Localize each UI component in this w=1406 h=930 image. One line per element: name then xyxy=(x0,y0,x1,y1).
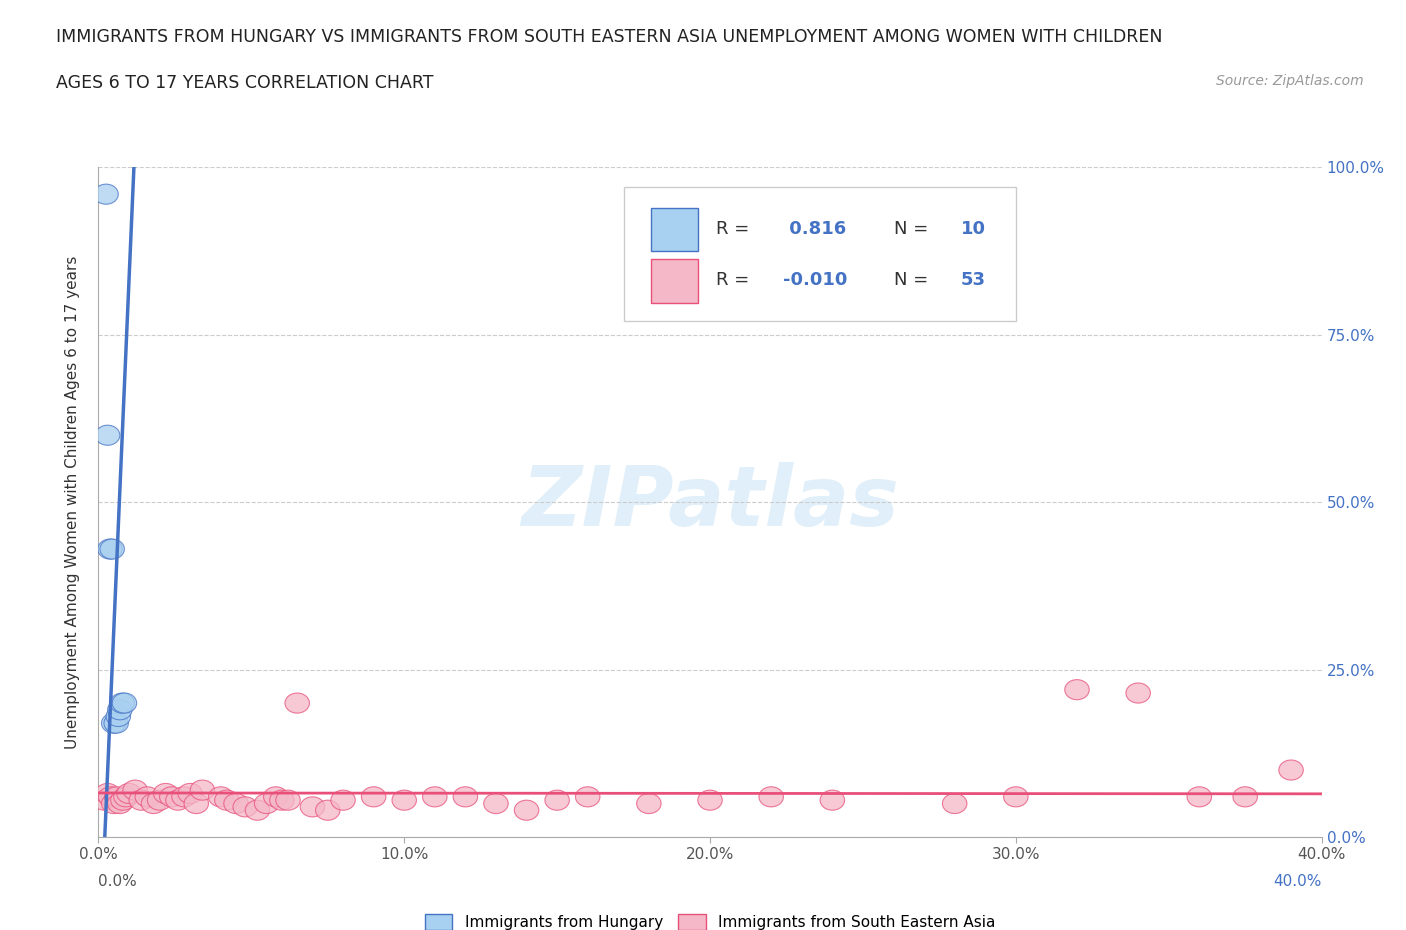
Ellipse shape xyxy=(104,713,128,733)
FancyBboxPatch shape xyxy=(624,188,1015,322)
Ellipse shape xyxy=(114,787,138,807)
Ellipse shape xyxy=(759,787,783,807)
Ellipse shape xyxy=(1064,680,1090,699)
Ellipse shape xyxy=(93,790,117,810)
Ellipse shape xyxy=(1187,787,1212,807)
Ellipse shape xyxy=(172,787,197,807)
Ellipse shape xyxy=(233,797,257,817)
Text: -0.010: -0.010 xyxy=(783,271,848,289)
Ellipse shape xyxy=(575,787,600,807)
Ellipse shape xyxy=(129,790,153,810)
Ellipse shape xyxy=(453,787,478,807)
Ellipse shape xyxy=(270,790,294,810)
Ellipse shape xyxy=(245,800,270,820)
Ellipse shape xyxy=(117,783,141,804)
Ellipse shape xyxy=(263,787,288,807)
Ellipse shape xyxy=(101,793,127,814)
Ellipse shape xyxy=(111,790,135,810)
Ellipse shape xyxy=(100,539,124,559)
Ellipse shape xyxy=(190,780,215,800)
Ellipse shape xyxy=(98,539,122,559)
Ellipse shape xyxy=(96,425,120,445)
Text: AGES 6 TO 17 YEARS CORRELATION CHART: AGES 6 TO 17 YEARS CORRELATION CHART xyxy=(56,74,433,92)
Text: R =: R = xyxy=(716,220,755,238)
Ellipse shape xyxy=(1126,683,1150,703)
Ellipse shape xyxy=(361,787,385,807)
Text: Source: ZipAtlas.com: Source: ZipAtlas.com xyxy=(1216,74,1364,88)
Ellipse shape xyxy=(153,783,179,804)
Ellipse shape xyxy=(1279,760,1303,780)
Text: 0.0%: 0.0% xyxy=(98,874,138,889)
Ellipse shape xyxy=(276,790,301,810)
Ellipse shape xyxy=(1004,787,1028,807)
Ellipse shape xyxy=(110,693,135,713)
Text: 40.0%: 40.0% xyxy=(1274,874,1322,889)
Ellipse shape xyxy=(148,790,172,810)
FancyBboxPatch shape xyxy=(651,259,697,302)
Ellipse shape xyxy=(301,797,325,817)
Y-axis label: Unemployment Among Women with Children Ages 6 to 17 years: Unemployment Among Women with Children A… xyxy=(65,256,80,749)
Text: IMMIGRANTS FROM HUNGARY VS IMMIGRANTS FROM SOUTH EASTERN ASIA UNEMPLOYMENT AMONG: IMMIGRANTS FROM HUNGARY VS IMMIGRANTS FR… xyxy=(56,28,1163,46)
Ellipse shape xyxy=(254,793,278,814)
Ellipse shape xyxy=(112,693,136,713)
Ellipse shape xyxy=(315,800,340,820)
Ellipse shape xyxy=(208,787,233,807)
Text: R =: R = xyxy=(716,271,755,289)
Ellipse shape xyxy=(392,790,416,810)
Ellipse shape xyxy=(637,793,661,814)
Ellipse shape xyxy=(160,787,184,807)
Ellipse shape xyxy=(1233,787,1257,807)
Ellipse shape xyxy=(179,783,202,804)
Ellipse shape xyxy=(96,783,120,804)
Ellipse shape xyxy=(484,793,508,814)
Ellipse shape xyxy=(166,790,190,810)
Ellipse shape xyxy=(184,793,208,814)
Text: 0.816: 0.816 xyxy=(783,220,846,238)
Ellipse shape xyxy=(285,693,309,713)
FancyBboxPatch shape xyxy=(651,207,697,251)
Ellipse shape xyxy=(105,707,131,726)
Ellipse shape xyxy=(697,790,723,810)
Ellipse shape xyxy=(423,787,447,807)
Text: 10: 10 xyxy=(960,220,986,238)
Ellipse shape xyxy=(101,713,127,733)
Text: ZIPatlas: ZIPatlas xyxy=(522,461,898,543)
Ellipse shape xyxy=(98,787,122,807)
Ellipse shape xyxy=(108,699,132,720)
Ellipse shape xyxy=(215,790,239,810)
Ellipse shape xyxy=(942,793,967,814)
Ellipse shape xyxy=(224,793,249,814)
Ellipse shape xyxy=(94,184,118,205)
Text: N =: N = xyxy=(894,271,934,289)
Ellipse shape xyxy=(515,800,538,820)
Ellipse shape xyxy=(546,790,569,810)
Ellipse shape xyxy=(141,793,166,814)
Ellipse shape xyxy=(104,787,129,807)
Ellipse shape xyxy=(108,793,132,814)
Legend: Immigrants from Hungary, Immigrants from South Eastern Asia: Immigrants from Hungary, Immigrants from… xyxy=(419,909,1001,930)
Ellipse shape xyxy=(330,790,356,810)
Text: 53: 53 xyxy=(960,271,986,289)
Ellipse shape xyxy=(122,780,148,800)
Ellipse shape xyxy=(820,790,845,810)
Text: N =: N = xyxy=(894,220,934,238)
Ellipse shape xyxy=(135,787,160,807)
